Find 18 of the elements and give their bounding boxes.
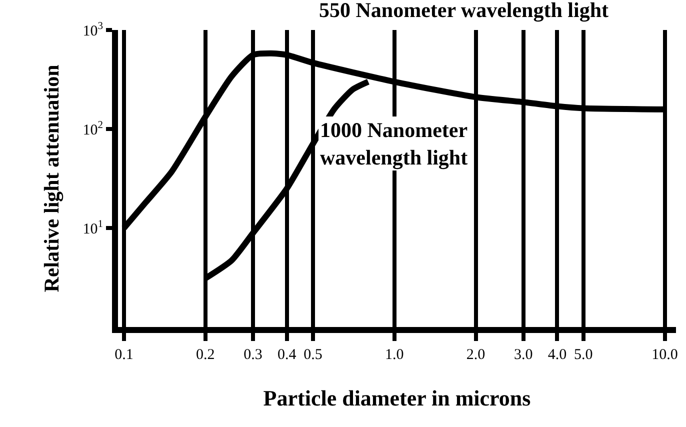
- x-tick-label: 5.0: [574, 347, 593, 363]
- x-tick-label: 4.0: [548, 347, 567, 363]
- series-label: 1000 Nanometer wavelength light: [320, 118, 468, 170]
- x-tick-label: 0.1: [114, 347, 134, 363]
- x-tick-label: 1.0: [385, 347, 404, 363]
- x-tick-label: 0.3: [244, 347, 262, 363]
- y-tick-label: 10$^{3}$: [82, 20, 103, 40]
- y-tick-label: 10$^{1}$: [82, 218, 103, 238]
- x-tick-label: 0.5: [304, 347, 322, 363]
- x-tick-label: 2.0: [466, 347, 486, 363]
- x-tick-label: 0.4: [277, 347, 297, 363]
- x-tick-label: 10.0: [652, 347, 678, 363]
- x-tick-label: 3.0: [514, 347, 533, 363]
- x-tick-label: 0.2: [196, 347, 215, 363]
- x-axis-title: Particle diameter in microns: [263, 385, 532, 410]
- y-tick-label: 10$^{2}$: [82, 120, 103, 138]
- y-axis-title: Relative light attenuation: [39, 64, 64, 292]
- series-label: 550 Nanometer wavelength light: [319, 0, 609, 22]
